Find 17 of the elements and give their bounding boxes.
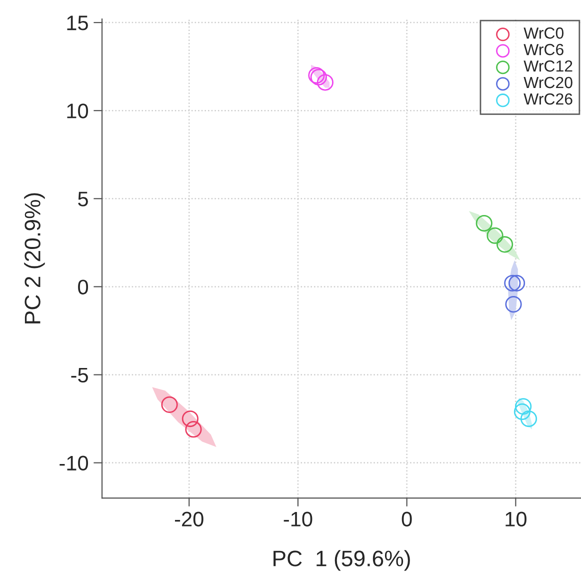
y-tick-label: 10 [67,104,88,118]
y-tick-label: -5 [71,368,88,382]
x-tick-label: -10 [284,512,312,527]
legend-label: WrC6 [524,44,564,56]
legend-label: WrC26 [524,93,572,105]
x-tick-label: 0 [402,512,412,527]
legend-label: WrC20 [524,76,572,88]
legend-label: WrC12 [524,60,572,72]
y-tick-label: 5 [78,192,88,206]
y-tick-label: 0 [78,280,88,294]
y-tick-label: -10 [60,456,88,471]
x-tick-label: 10 [506,512,526,527]
legend-label: WrC0 [524,27,564,39]
y-tick-label: 15 [67,16,88,30]
x-tick-label: -20 [174,512,204,527]
x-axis-title: PC 1 (59.6%) [274,550,410,571]
y-axis-title: PC 2 (20.9%) [24,193,45,324]
